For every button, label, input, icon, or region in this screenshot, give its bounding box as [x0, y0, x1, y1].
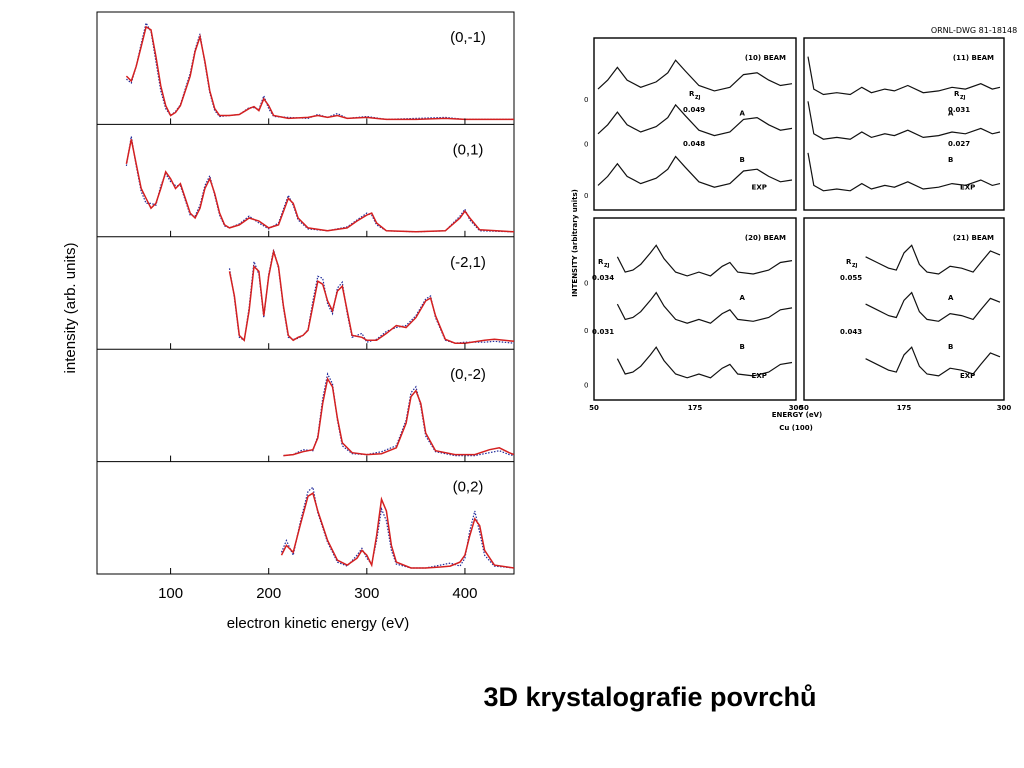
- rzj-value: 0.048: [683, 140, 705, 148]
- subplot-label: (0,1): [453, 141, 484, 158]
- x-tick-label: 175: [897, 404, 912, 412]
- zero-label: 0: [584, 327, 588, 335]
- zero-label: 0: [584, 96, 588, 104]
- right-xlabel-sub: Cu (100): [779, 424, 813, 432]
- subplot-label: (0,-1): [450, 29, 486, 46]
- zero-label: 0: [584, 192, 588, 200]
- rzj-label: R: [954, 90, 960, 98]
- beam-curve: [865, 346, 1001, 377]
- zero-label: 0: [584, 141, 588, 149]
- rzj-subscript: ZJ: [604, 263, 610, 269]
- beam-panel-frame: [593, 217, 797, 401]
- curve-label: B: [739, 343, 744, 351]
- curve-label: A: [948, 109, 954, 117]
- left-iv-chart: (0,-1) (0,1) (-2,1) (0,-2) (0,2) 100 200 300 40…: [62, 11, 515, 632]
- calculated-curve: [125, 25, 514, 121]
- beam-curve: [616, 291, 793, 324]
- left-xlabel: electron kinetic energy (eV): [227, 615, 410, 632]
- rzj-value: 0.049: [683, 106, 705, 114]
- rzj-subscript: ZJ: [695, 95, 701, 101]
- rzj-subscript: ZJ: [852, 263, 858, 269]
- right-header: ORNL-DWG 81-18148: [931, 26, 1017, 35]
- beam-label: (11) BEAM: [953, 54, 994, 62]
- zero-label: 0: [584, 381, 588, 389]
- rzj-value: 0.031: [948, 106, 970, 114]
- experiment-curve: [283, 372, 515, 457]
- subplot-label: (0,-2): [450, 366, 486, 383]
- x-tick-label: 300: [789, 404, 804, 412]
- x-tick-label: 400: [452, 585, 477, 602]
- experiment-curve: [280, 486, 515, 569]
- right-ylabel: INTENSITY (arbitrary units): [571, 189, 579, 297]
- rzj-value: 0.027: [948, 140, 970, 148]
- beam-curve: [616, 244, 793, 277]
- x-tick-label: 100: [158, 585, 183, 602]
- right-xlabel: ENERGY (eV): [772, 411, 822, 419]
- beam-label: (20) BEAM: [745, 234, 786, 242]
- rzj-label: R: [598, 258, 604, 266]
- beam-label: (21) BEAM: [953, 234, 994, 242]
- left-plot-frame: [96, 11, 515, 575]
- curve-label: B: [948, 156, 953, 164]
- curve-label: EXP: [752, 372, 767, 380]
- curve-label: A: [739, 294, 745, 302]
- subplot-label: (-2,1): [450, 254, 486, 271]
- beam-curve: [865, 291, 1001, 322]
- calculated-curve: [283, 376, 515, 457]
- experiment-curve: [126, 21, 514, 121]
- rzj-value: 0.043: [840, 328, 862, 336]
- x-tick-label: 50: [799, 404, 809, 412]
- calculated-curve: [228, 248, 515, 344]
- beam-curve: [865, 244, 1001, 275]
- subplot-label: (0,2): [453, 479, 484, 496]
- rzj-subscript: ZJ: [960, 95, 966, 101]
- x-tick-label: 200: [256, 585, 281, 602]
- calculated-curve: [125, 139, 515, 233]
- x-tick-label: 300: [354, 585, 379, 602]
- x-tick-label: 50: [589, 404, 599, 412]
- curve-label: B: [948, 343, 953, 351]
- beam-curve: [597, 59, 793, 92]
- curve-label: EXP: [960, 372, 975, 380]
- curve-label: A: [739, 109, 745, 117]
- x-tick-label: 175: [688, 404, 703, 412]
- beam-curve: [597, 103, 793, 137]
- curve-label: B: [739, 156, 744, 164]
- beam-curve: [807, 101, 1001, 140]
- beam-curve: [616, 346, 793, 379]
- beam-panel-frame: [803, 217, 1005, 401]
- rzj-value: 0.031: [592, 328, 614, 336]
- curve-label: EXP: [752, 183, 767, 191]
- x-tick-label: 300: [997, 404, 1012, 412]
- calculated-curve: [280, 492, 515, 569]
- rzj-value: 0.034: [592, 274, 614, 282]
- left-ylabel: intensity (arb. units): [62, 243, 79, 374]
- curve-label: A: [948, 294, 954, 302]
- rzj-label: R: [846, 258, 852, 266]
- beam-curve: [807, 56, 1001, 96]
- slide-title: 3D krystalografie povrchů: [483, 682, 817, 712]
- beam-curve: [807, 152, 1001, 192]
- zero-label: 0: [584, 280, 588, 288]
- rzj-label: R: [689, 90, 695, 98]
- beam-curve: [597, 155, 793, 188]
- rzj-value: 0.055: [840, 274, 862, 282]
- beam-panel-frame: [593, 37, 797, 211]
- beam-panel-frame: [803, 37, 1005, 211]
- curve-label: EXP: [960, 183, 975, 191]
- beam-label: (10) BEAM: [745, 54, 786, 62]
